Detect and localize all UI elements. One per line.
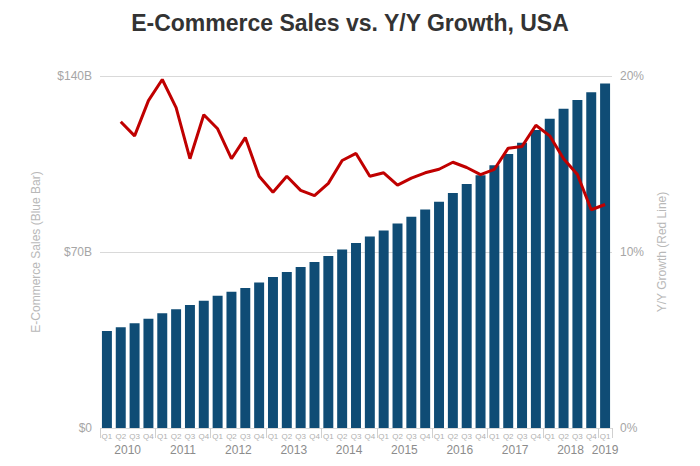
svg-text:2018: 2018	[557, 443, 584, 457]
svg-text:Q3: Q3	[129, 432, 140, 441]
svg-text:2014: 2014	[336, 443, 363, 457]
svg-text:Q1: Q1	[489, 432, 500, 441]
svg-text:Q3: Q3	[461, 432, 472, 441]
svg-text:2013: 2013	[280, 443, 307, 457]
svg-text:Q3: Q3	[295, 432, 306, 441]
svg-text:Q3: Q3	[572, 432, 583, 441]
svg-text:Q1: Q1	[102, 432, 113, 441]
svg-text:Q2: Q2	[558, 432, 569, 441]
svg-text:10%: 10%	[620, 245, 644, 259]
svg-text:Q4: Q4	[365, 432, 376, 441]
svg-text:Q2: Q2	[171, 432, 182, 441]
svg-text:2019: 2019	[592, 443, 619, 457]
svg-text:$70B: $70B	[64, 245, 92, 259]
svg-text:Q4: Q4	[420, 432, 431, 441]
svg-text:Q4: Q4	[198, 432, 209, 441]
svg-text:Q4: Q4	[143, 432, 154, 441]
svg-text:2015: 2015	[391, 443, 418, 457]
svg-text:Q2: Q2	[281, 432, 292, 441]
svg-text:Q1: Q1	[212, 432, 223, 441]
svg-text:Q2: Q2	[226, 432, 237, 441]
svg-text:Y/Y Growth (Red Line): Y/Y Growth (Red Line)	[655, 192, 669, 313]
svg-text:Q2: Q2	[448, 432, 459, 441]
svg-text:Q4: Q4	[309, 432, 320, 441]
svg-text:Q4: Q4	[531, 432, 542, 441]
svg-text:Q1: Q1	[544, 432, 555, 441]
svg-text:2011: 2011	[170, 443, 196, 457]
svg-text:Q4: Q4	[475, 432, 486, 441]
svg-text:Q1: Q1	[268, 432, 279, 441]
svg-text:2012: 2012	[225, 443, 252, 457]
svg-text:2017: 2017	[502, 443, 529, 457]
svg-text:$0: $0	[79, 421, 93, 435]
svg-text:Q2: Q2	[337, 432, 348, 441]
svg-text:0%: 0%	[620, 421, 638, 435]
svg-text:E-Commerce Sales (Blue Bar): E-Commerce Sales (Blue Bar)	[29, 171, 43, 332]
svg-text:Q4: Q4	[586, 432, 597, 441]
svg-text:Q4: Q4	[254, 432, 265, 441]
svg-text:Q1: Q1	[378, 432, 389, 441]
svg-text:Q1: Q1	[434, 432, 445, 441]
svg-text:Q3: Q3	[240, 432, 251, 441]
svg-text:Q3: Q3	[351, 432, 362, 441]
svg-text:Q3: Q3	[185, 432, 196, 441]
svg-text:Q3: Q3	[406, 432, 417, 441]
svg-text:Q1: Q1	[323, 432, 334, 441]
svg-text:Q2: Q2	[392, 432, 403, 441]
svg-text:Q2: Q2	[115, 432, 126, 441]
svg-text:$140B: $140B	[57, 69, 92, 83]
svg-text:Q1: Q1	[157, 432, 168, 441]
svg-text:Q3: Q3	[517, 432, 528, 441]
svg-text:2016: 2016	[446, 443, 473, 457]
svg-text:2010: 2010	[114, 443, 141, 457]
svg-text:Q1: Q1	[600, 432, 611, 441]
svg-text:Q2: Q2	[503, 432, 514, 441]
svg-text:E-Commerce Sales vs. Y/Y Growt: E-Commerce Sales vs. Y/Y Growth, USA	[131, 10, 569, 36]
svg-text:20%: 20%	[620, 69, 644, 83]
